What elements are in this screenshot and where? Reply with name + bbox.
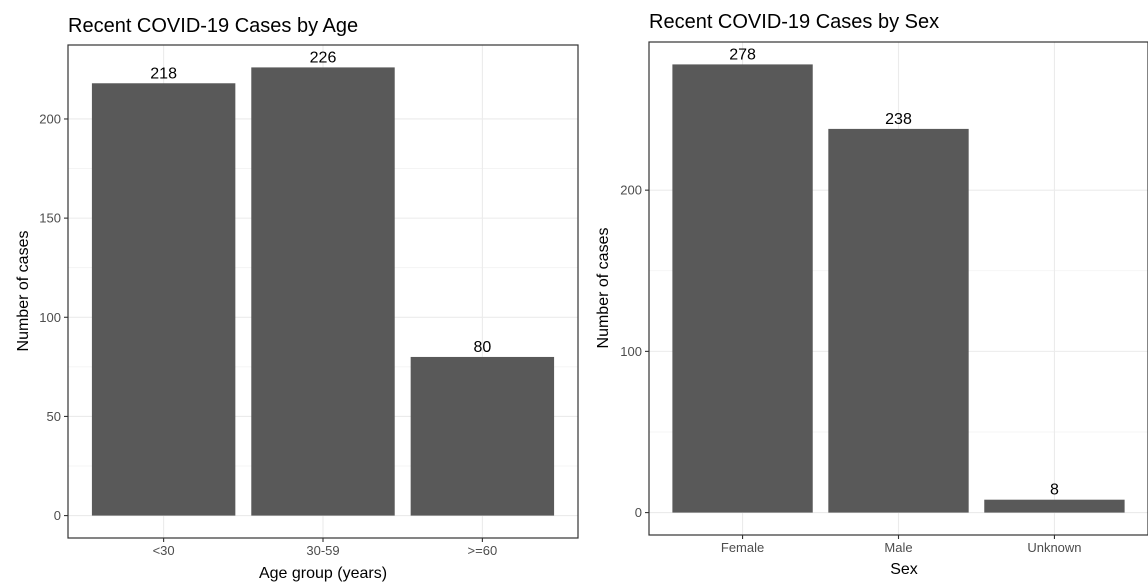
age-chart-x-tick-label: >=60	[468, 543, 498, 558]
sex-chart-data-label: 278	[729, 46, 756, 63]
sex-chart-y-tick-label: 0	[635, 505, 642, 520]
age-chart-bar	[251, 67, 395, 516]
age-chart-data-label: 226	[310, 49, 337, 66]
age-chart-title: Recent COVID-19 Cases by Age	[68, 15, 358, 37]
age-chart-data-label: 218	[150, 65, 177, 82]
age-chart-y-tick-label: 100	[39, 310, 61, 325]
sex-chart-data-label: 238	[885, 111, 912, 128]
age-chart-x-axis-title: Age group (years)	[259, 565, 387, 582]
age-chart-y-tick-label: 0	[54, 508, 61, 523]
age-chart-y-axis-title: Number of cases	[15, 231, 32, 352]
age-chart-bar	[410, 356, 555, 516]
sex-chart: Recent COVID-19 Cases by Sex Number of c…	[595, 11, 1148, 578]
age-chart: Recent COVID-19 Cases by Age Number of c…	[15, 15, 579, 582]
sex-chart-title: Recent COVID-19 Cases by Sex	[649, 11, 939, 33]
sex-chart-y-tick-label: 100	[620, 344, 642, 359]
sex-chart-y-tick-label: 200	[620, 183, 642, 198]
sex-chart-bar	[828, 128, 969, 513]
sex-chart-x-tick-label: Female	[721, 540, 764, 555]
sex-chart-x-axis-title: Sex	[890, 561, 918, 578]
sex-chart-bar	[984, 499, 1125, 513]
age-chart-y-tick-label: 150	[39, 211, 61, 226]
age-chart-x-tick-label: <30	[153, 543, 175, 558]
age-chart-x-tick-label: 30-59	[306, 543, 339, 558]
age-chart-bar	[91, 83, 236, 516]
age-chart-data-label: 80	[473, 339, 491, 356]
sex-chart-x-tick-label: Unknown	[1027, 540, 1081, 555]
sex-chart-y-axis-title: Number of cases	[595, 228, 612, 349]
age-chart-y-tick-label: 200	[39, 111, 61, 126]
age-chart-y-tick-label: 50	[47, 409, 61, 424]
sex-chart-data-label: 8	[1050, 482, 1059, 499]
sex-chart-x-tick-label: Male	[884, 540, 912, 555]
sex-chart-bar	[672, 64, 813, 513]
